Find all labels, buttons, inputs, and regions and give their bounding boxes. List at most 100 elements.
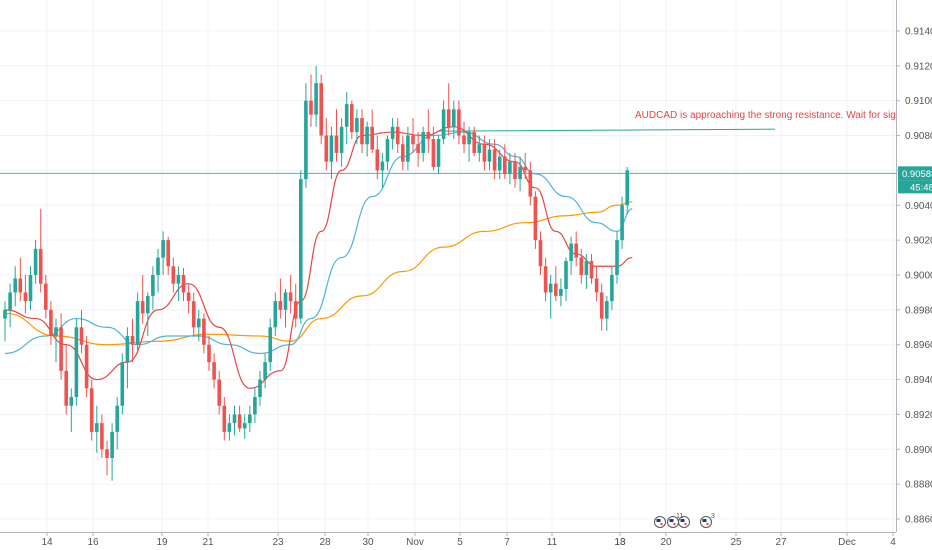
candle[interactable] [84,335,89,398]
candle[interactable] [23,274,28,314]
candle[interactable] [242,414,247,439]
candle[interactable] [457,100,461,145]
candle[interactable] [140,274,145,324]
candle[interactable] [69,388,74,432]
candle[interactable] [283,288,288,328]
candle[interactable] [186,283,191,314]
candle[interactable] [390,118,395,150]
candle[interactable] [74,318,79,406]
candle[interactable] [278,278,283,319]
candle[interactable] [344,91,349,145]
candle[interactable] [339,118,344,167]
candle[interactable] [105,440,109,476]
candle[interactable] [59,313,63,380]
candle[interactable] [100,414,104,459]
candle[interactable] [49,301,53,345]
candle[interactable] [559,278,563,307]
candle[interactable] [146,292,150,336]
candle[interactable] [610,266,614,310]
candle[interactable] [615,231,619,284]
candle[interactable] [191,292,196,336]
candle[interactable] [3,301,7,342]
candle[interactable] [156,248,160,293]
candle[interactable] [253,388,257,424]
candle[interactable] [492,139,497,180]
candle[interactable] [319,74,323,145]
economic-event-icon[interactable] [678,516,690,528]
candle[interactable] [375,135,380,180]
candle[interactable] [79,309,84,354]
candle[interactable] [64,344,68,415]
candle[interactable] [227,414,232,441]
candle[interactable] [258,370,262,406]
candle[interactable] [38,208,43,293]
candle[interactable] [543,257,548,302]
candle[interactable] [288,274,293,314]
candle[interactable] [237,405,242,432]
candle[interactable] [441,100,446,145]
candle[interactable] [217,370,221,415]
candle[interactable] [554,266,558,302]
candle[interactable] [299,170,303,324]
candle[interactable] [523,152,527,180]
candle[interactable] [482,135,487,171]
candle[interactable] [401,135,405,171]
candle[interactable] [125,327,130,389]
candle[interactable] [329,126,334,180]
candle[interactable] [574,231,578,267]
candle[interactable] [472,126,476,157]
candle[interactable] [406,126,410,171]
candle[interactable] [350,100,354,140]
candle[interactable] [380,152,385,188]
candle[interactable] [564,257,568,302]
candle[interactable] [518,156,522,192]
candle[interactable] [503,144,507,180]
candle[interactable] [28,266,33,310]
candle[interactable] [18,257,23,302]
candle[interactable] [13,266,17,307]
candle[interactable] [273,292,278,336]
candle[interactable] [452,100,456,140]
candle[interactable] [207,335,211,371]
candle[interactable] [548,274,553,319]
candle[interactable] [426,109,431,153]
candle[interactable] [202,313,206,354]
candle[interactable] [579,248,584,284]
candle[interactable] [605,295,609,331]
candle[interactable] [324,118,329,171]
candle[interactable] [89,379,94,441]
candle[interactable] [232,405,237,436]
candle[interactable] [161,231,165,275]
candle[interactable] [431,126,436,171]
candle[interactable] [599,283,604,331]
candle[interactable] [365,121,369,157]
candle[interactable] [421,126,425,162]
candle[interactable] [395,118,400,153]
candle[interactable] [95,405,99,453]
candle[interactable] [309,74,313,127]
candle[interactable] [151,266,155,310]
candle[interactable] [589,254,594,284]
candle[interactable] [528,161,533,206]
economic-event-icon[interactable] [654,516,666,528]
candle[interactable] [446,83,451,136]
candle[interactable] [44,274,48,319]
candle[interactable] [513,152,517,188]
economic-event-icon[interactable] [700,516,712,528]
candle[interactable] [538,231,543,275]
candle[interactable] [314,65,318,127]
candle[interactable] [263,353,267,389]
candle[interactable] [385,135,390,171]
candle[interactable] [411,118,415,153]
candle[interactable] [462,121,466,153]
candle[interactable] [166,236,170,275]
candle[interactable] [268,318,272,371]
candle[interactable] [355,109,359,145]
candle[interactable] [8,283,12,328]
candle[interactable] [508,152,512,185]
candle[interactable] [370,109,374,153]
candle[interactable] [181,268,186,302]
candle[interactable] [135,292,140,354]
candle[interactable] [176,266,181,302]
